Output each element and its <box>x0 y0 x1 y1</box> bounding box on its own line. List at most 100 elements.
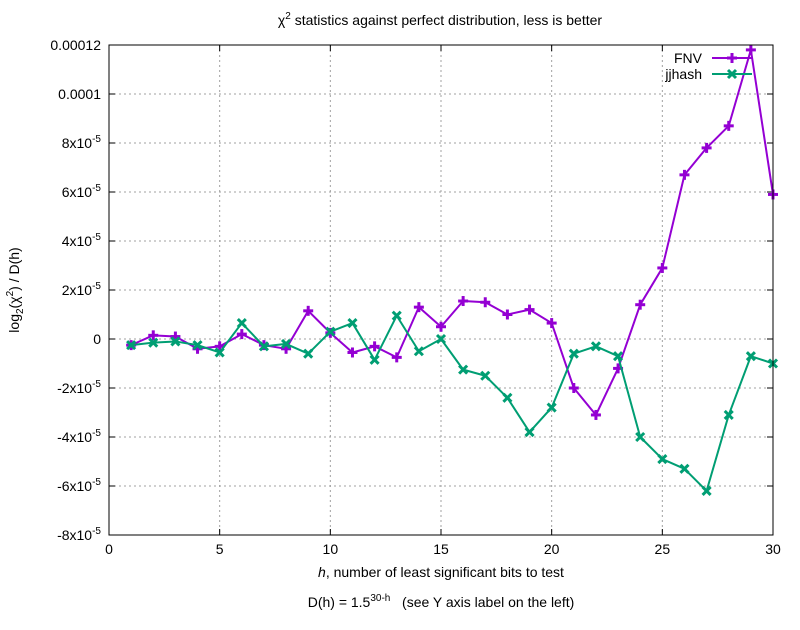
x-tick-label: 5 <box>216 541 224 557</box>
data-point-jjhash <box>148 337 159 348</box>
y-tick-label: 0 <box>93 331 101 347</box>
series-line-jjhash <box>131 314 774 492</box>
data-point-fnv <box>701 142 712 153</box>
data-point-jjhash <box>480 370 491 381</box>
data-point-jjhash <box>657 453 668 465</box>
y-axis-label-sub: 2 <box>15 308 26 314</box>
data-point-fnv <box>391 352 402 363</box>
data-point-jjhash <box>281 338 292 349</box>
data-point-jjhash <box>236 318 247 329</box>
y-axis-label-sup: 2 <box>5 290 16 296</box>
data-point-jjhash <box>214 347 225 358</box>
x-tick-label: 25 <box>655 541 671 557</box>
data-point-jjhash <box>303 348 314 359</box>
x-axis-label: h, number of least significant bits to t… <box>318 564 564 580</box>
chart-title: χ2 statistics against perfect distributi… <box>278 11 603 28</box>
x-tick-label: 30 <box>765 541 781 557</box>
data-point-jjhash <box>590 341 601 352</box>
data-point-fnv <box>635 299 646 310</box>
data-point-fnv <box>214 341 225 352</box>
data-point-jjhash <box>723 409 734 421</box>
data-point-jjhash <box>325 326 336 337</box>
data-point-jjhash <box>413 346 424 357</box>
data-point-jjhash <box>369 354 380 365</box>
y-axis-label-c: ) / D(h) <box>6 247 22 291</box>
y-axis-label: log2(χ2) / D(h) <box>5 247 26 332</box>
data-point-jjhash <box>679 463 690 474</box>
data-point-jjhash <box>568 348 579 359</box>
y-axis-label-a: log <box>6 314 22 333</box>
y-tick-label: 2x10-5 <box>62 281 102 298</box>
data-point-fnv <box>236 329 247 340</box>
series-jjhash <box>126 310 779 496</box>
data-point-fnv <box>347 347 358 358</box>
chart-title-main: χ <box>278 12 286 28</box>
x-tick-label: 10 <box>323 541 339 557</box>
y-tick-label: -8x10-5 <box>57 526 101 543</box>
data-point-jjhash <box>745 351 756 362</box>
data-point-fnv <box>458 296 469 307</box>
footnote-sup: 30-h <box>370 593 390 604</box>
series-line-fnv <box>130 48 774 416</box>
series <box>126 44 779 496</box>
data-point-jjhash <box>524 427 535 438</box>
data-point-fnv <box>369 341 380 352</box>
data-point-fnv <box>148 330 159 341</box>
data-point-fnv <box>502 309 513 320</box>
data-point-fnv <box>480 297 491 308</box>
data-point-fnv <box>546 318 557 329</box>
y-tick-label: 0.00012 <box>50 37 101 53</box>
y-tick-label: 0.0001 <box>58 86 101 102</box>
chart-title-sup: 2 <box>285 11 291 22</box>
grid <box>109 45 773 535</box>
data-point-jjhash <box>192 340 203 351</box>
legend-marker-fnv <box>727 53 737 63</box>
data-point-fnv <box>590 409 601 420</box>
legend-entry-jjhash: jjhash <box>664 66 752 82</box>
legend-label-jjhash: jjhash <box>664 66 702 82</box>
data-point-fnv <box>303 305 314 316</box>
data-point-fnv <box>745 44 756 55</box>
x-axis-label-italic: h <box>318 564 326 580</box>
plot-frame <box>108 44 774 536</box>
data-point-jjhash <box>258 341 269 352</box>
legend-entry-fnv: FNV <box>674 50 752 66</box>
x-tick-labels: 0 5 10 15 20 25 30 <box>105 541 781 557</box>
legend-label-fnv: FNV <box>674 50 703 66</box>
legend-marker-jjhash <box>726 68 738 80</box>
data-point-jjhash <box>546 402 557 413</box>
data-point-fnv <box>413 302 424 313</box>
y-tick-label: 6x10-5 <box>62 183 102 200</box>
data-point-jjhash <box>613 351 624 362</box>
y-tick-label: -2x10-5 <box>57 379 101 396</box>
data-point-jjhash <box>635 431 646 443</box>
footnote-a: D(h) = 1.5 <box>308 594 371 610</box>
data-point-jjhash <box>458 364 469 375</box>
data-point-fnv <box>436 321 446 332</box>
data-point-fnv <box>657 262 668 273</box>
data-point-fnv <box>723 120 734 131</box>
data-point-fnv <box>679 169 690 180</box>
data-point-fnv <box>568 383 579 393</box>
y-axis-label-b: (χ <box>6 296 22 309</box>
x-tick-label: 20 <box>544 541 560 557</box>
y-tick-labels: -8x10-5 -6x10-5 -4x10-5 -2x10-5 0 2x10-5 4x10-… <box>50 37 101 543</box>
x-tick-label: 0 <box>105 541 113 557</box>
data-point-jjhash <box>170 336 181 347</box>
chart-title-rest: statistics against perfect distribution,… <box>291 12 603 28</box>
data-point-jjhash <box>347 318 358 329</box>
y-tick-label: -4x10-5 <box>57 428 101 445</box>
footnote-b: (see Y axis label on the left) <box>390 594 574 610</box>
data-point-jjhash <box>701 485 712 496</box>
data-point-fnv <box>524 304 535 315</box>
x-tick-label: 15 <box>433 541 449 557</box>
data-point-jjhash <box>435 333 447 345</box>
data-point-jjhash <box>126 340 137 351</box>
data-point-jjhash <box>391 310 402 321</box>
legend: FNV jjhash <box>664 50 752 82</box>
footnote: D(h) = 1.530-h (see Y axis label on the … <box>308 593 575 610</box>
series-fnv <box>126 44 778 420</box>
data-point-jjhash <box>502 392 513 403</box>
axis-ticks <box>108 44 774 536</box>
